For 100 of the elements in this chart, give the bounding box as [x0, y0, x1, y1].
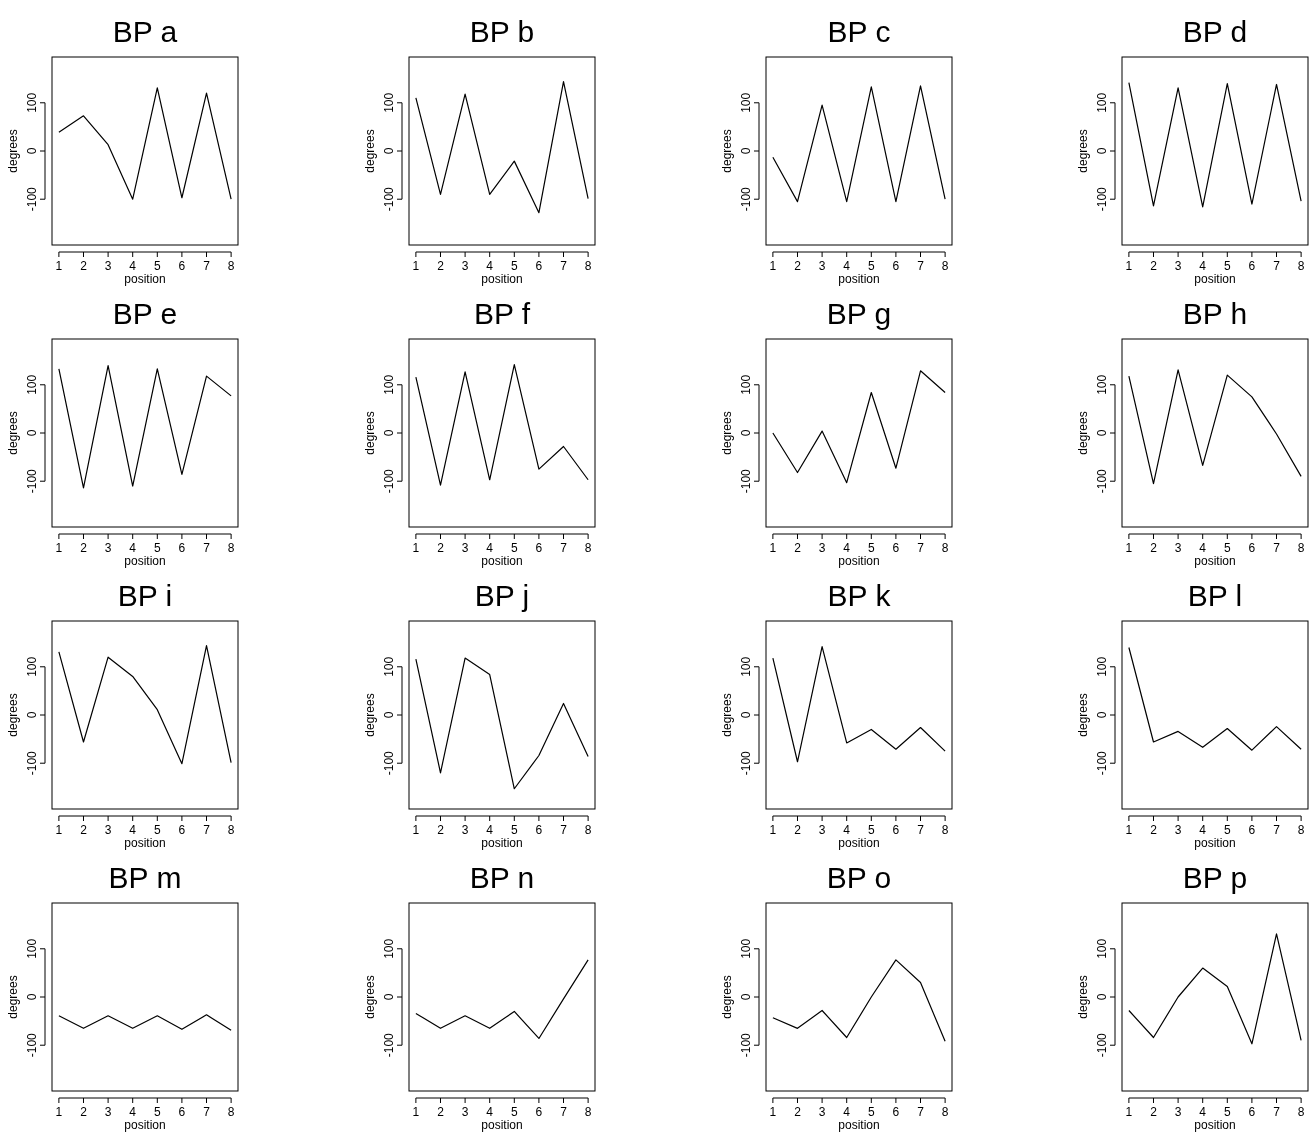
x-tick-label: 2: [1150, 1105, 1158, 1119]
x-tick-label: 5: [867, 1105, 875, 1119]
line-series: [415, 80, 589, 214]
y-axis-title: degrees: [6, 411, 20, 455]
y-tick-label: 0: [25, 147, 39, 155]
x-axis-title: position: [838, 554, 880, 568]
x-tick-label: 2: [80, 823, 88, 837]
x-tick-label: 4: [1199, 259, 1207, 273]
y-tick-label: 100: [739, 374, 753, 395]
y-tick-label: -100: [739, 186, 753, 212]
x-tick-label: 4: [843, 1105, 851, 1119]
chart-title: BP j: [474, 579, 530, 612]
x-tick-label: 5: [510, 259, 518, 273]
x-tick-label: 1: [412, 541, 420, 555]
x-tick-label: 1: [412, 1105, 420, 1119]
x-axis-title: position: [124, 836, 166, 850]
y-tick-label: 100: [1095, 656, 1109, 677]
x-tick-label: 2: [437, 259, 445, 273]
line-series: [1128, 369, 1302, 485]
chart-title: BP f: [473, 297, 531, 330]
x-tick-label: 5: [510, 1105, 518, 1119]
y-tick-label: 0: [1095, 429, 1109, 437]
x-tick-label: 2: [794, 823, 802, 837]
y-tick-label: -100: [1095, 468, 1109, 494]
x-tick-label: 4: [129, 541, 137, 555]
x-tick-label: 8: [227, 823, 235, 837]
x-tick-label: 6: [178, 541, 186, 555]
x-tick-label: 2: [80, 259, 88, 273]
y-tick-label: -100: [25, 1032, 39, 1058]
x-tick-label: 4: [843, 259, 851, 273]
x-tick-label: 7: [560, 1105, 568, 1119]
x-tick-label: 1: [769, 823, 777, 837]
x-axis-title: position: [481, 554, 523, 568]
x-axis-title: position: [1194, 554, 1236, 568]
x-tick-label: 1: [1125, 1105, 1133, 1119]
x-tick-label: 4: [1199, 823, 1207, 837]
y-tick-label: 0: [25, 429, 39, 437]
x-axis-title: position: [838, 272, 880, 286]
x-tick-label: 2: [80, 541, 88, 555]
x-tick-label: 6: [535, 823, 543, 837]
x-tick-label: 3: [1174, 259, 1182, 273]
y-tick-label: 100: [739, 938, 753, 959]
x-axis-title: position: [124, 554, 166, 568]
y-axis-title: degrees: [1076, 411, 1090, 455]
y-tick-label: 100: [382, 656, 396, 677]
x-axis-title: position: [1194, 272, 1236, 286]
y-tick-label: 0: [382, 993, 396, 1001]
x-tick-label: 3: [461, 541, 469, 555]
chart-title: BP a: [112, 15, 178, 48]
y-axis-title: degrees: [1076, 693, 1090, 737]
x-tick-label: 2: [1150, 259, 1158, 273]
chart-title: BP p: [1182, 861, 1248, 894]
x-tick-label: 8: [941, 1105, 949, 1119]
y-axis-title: degrees: [1076, 975, 1090, 1019]
x-tick-label: 2: [437, 1105, 445, 1119]
x-tick-label: 8: [1297, 541, 1305, 555]
x-tick-label: 8: [941, 823, 949, 837]
x-tick-label: 2: [794, 1105, 802, 1119]
x-tick-label: 7: [1273, 823, 1281, 837]
x-tick-label: 3: [461, 259, 469, 273]
y-axis-title: degrees: [720, 129, 734, 173]
chart-title: BP i: [117, 579, 173, 612]
y-tick-label: 0: [382, 429, 396, 437]
y-tick-label: -100: [382, 1032, 396, 1058]
x-tick-label: 6: [1248, 823, 1256, 837]
line-series: [772, 85, 946, 203]
chart-title: BP o: [826, 861, 892, 894]
line-series: [415, 657, 589, 790]
y-axis-title: degrees: [720, 693, 734, 737]
x-tick-label: 5: [867, 541, 875, 555]
y-tick-label: -100: [1095, 1032, 1109, 1058]
x-tick-label: 2: [80, 1105, 88, 1119]
x-tick-label: 3: [104, 541, 112, 555]
x-tick-label: 7: [203, 1105, 211, 1119]
x-tick-label: 8: [584, 1105, 592, 1119]
y-tick-label: 0: [739, 711, 753, 719]
x-axis-title: position: [124, 1118, 166, 1132]
x-axis-title: position: [1194, 836, 1236, 850]
x-tick-label: 3: [461, 1105, 469, 1119]
x-axis-title: position: [481, 272, 523, 286]
x-tick-label: 7: [1273, 259, 1281, 273]
x-axis-title: position: [481, 836, 523, 850]
x-tick-label: 6: [1248, 259, 1256, 273]
x-tick-label: 1: [55, 823, 63, 837]
y-tick-label: 100: [1095, 374, 1109, 395]
y-tick-label: 100: [739, 92, 753, 113]
x-tick-label: 5: [153, 823, 161, 837]
x-tick-label: 7: [203, 541, 211, 555]
x-tick-label: 8: [584, 541, 592, 555]
chart-title: BP b: [469, 15, 535, 48]
chart-title: BP c: [827, 15, 891, 48]
y-tick-label: 0: [25, 993, 39, 1001]
y-tick-label: 0: [1095, 993, 1109, 1001]
x-tick-label: 6: [535, 1105, 543, 1119]
x-tick-label: 5: [1223, 1105, 1231, 1119]
y-tick-label: -100: [382, 186, 396, 212]
x-tick-label: 3: [1174, 541, 1182, 555]
x-tick-label: 6: [892, 541, 900, 555]
x-tick-label: 3: [818, 259, 826, 273]
y-tick-label: 0: [739, 993, 753, 1001]
